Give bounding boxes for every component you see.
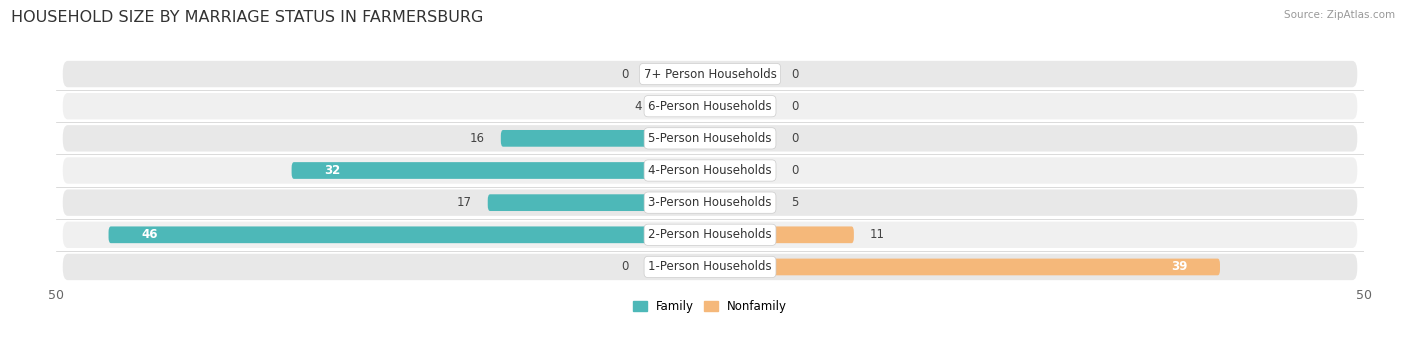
Text: 2-Person Households: 2-Person Households [648,228,772,241]
Text: 6-Person Households: 6-Person Households [648,100,772,113]
Text: 3-Person Households: 3-Person Households [648,196,772,209]
FancyBboxPatch shape [63,61,1357,87]
FancyBboxPatch shape [291,162,710,179]
Text: 0: 0 [792,164,799,177]
FancyBboxPatch shape [644,258,710,275]
Text: 0: 0 [621,68,628,80]
Text: 4: 4 [634,100,643,113]
FancyBboxPatch shape [501,130,710,147]
Text: 5-Person Households: 5-Person Households [648,132,772,145]
FancyBboxPatch shape [710,98,776,115]
Text: 4-Person Households: 4-Person Households [648,164,772,177]
FancyBboxPatch shape [108,226,710,243]
Text: 39: 39 [1171,261,1187,273]
Legend: Family, Nonfamily: Family, Nonfamily [628,295,792,317]
Text: 11: 11 [869,228,884,241]
Text: 32: 32 [325,164,340,177]
FancyBboxPatch shape [710,130,776,147]
FancyBboxPatch shape [710,162,776,179]
FancyBboxPatch shape [488,194,710,211]
FancyBboxPatch shape [63,157,1357,184]
Text: 5: 5 [792,196,799,209]
FancyBboxPatch shape [644,66,710,83]
Text: 0: 0 [792,132,799,145]
FancyBboxPatch shape [63,190,1357,216]
Text: 17: 17 [457,196,472,209]
FancyBboxPatch shape [710,226,853,243]
Text: 16: 16 [470,132,485,145]
FancyBboxPatch shape [710,66,776,83]
FancyBboxPatch shape [63,125,1357,151]
Text: 0: 0 [792,68,799,80]
FancyBboxPatch shape [710,258,1220,275]
Text: HOUSEHOLD SIZE BY MARRIAGE STATUS IN FARMERSBURG: HOUSEHOLD SIZE BY MARRIAGE STATUS IN FAR… [11,10,484,25]
Text: 7+ Person Households: 7+ Person Households [644,68,776,80]
Text: Source: ZipAtlas.com: Source: ZipAtlas.com [1284,10,1395,20]
FancyBboxPatch shape [63,93,1357,119]
Text: 46: 46 [141,228,157,241]
Text: 0: 0 [792,100,799,113]
Text: 0: 0 [621,261,628,273]
FancyBboxPatch shape [658,98,710,115]
FancyBboxPatch shape [63,254,1357,280]
FancyBboxPatch shape [710,194,776,211]
FancyBboxPatch shape [63,222,1357,248]
Text: 1-Person Households: 1-Person Households [648,261,772,273]
